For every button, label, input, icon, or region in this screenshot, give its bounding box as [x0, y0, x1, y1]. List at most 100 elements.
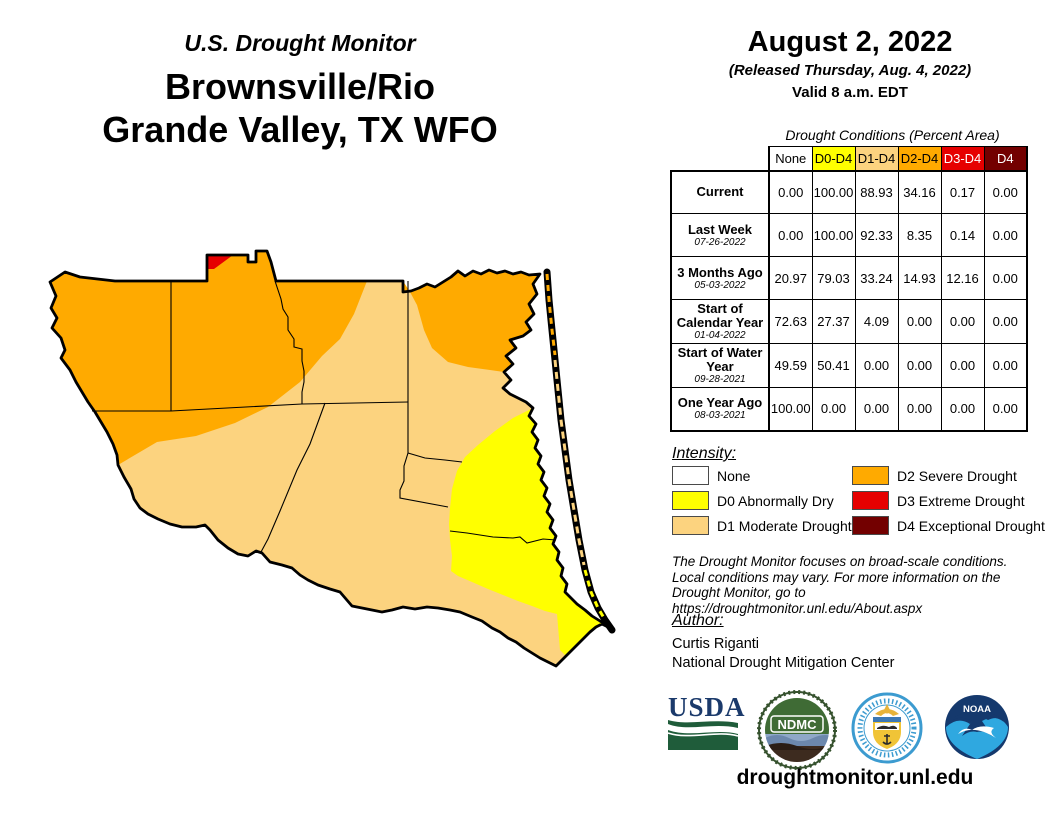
barrier-island	[543, 268, 616, 634]
value-cell: 0.00	[768, 169, 813, 214]
value-cell: 100.00	[811, 213, 856, 257]
value-cell: 100.00	[768, 387, 813, 432]
legend-label: D4 Exceptional Drought	[897, 518, 1045, 534]
row-date: 09-28-2021	[694, 374, 746, 385]
row-label: One Year Ago	[677, 395, 763, 411]
disclaimer-line: The Drought Monitor focuses on broad-sca…	[672, 554, 1008, 569]
legend-label: D2 Severe Drought	[897, 468, 1017, 484]
value-cell: 0.00	[983, 299, 1028, 344]
legend-label: None	[717, 468, 751, 484]
value-cell: 0.00	[983, 213, 1028, 257]
value-cell: 0.00	[983, 169, 1028, 214]
row-date: 08-03-2021	[694, 410, 746, 422]
legend-swatch-d0	[672, 491, 709, 510]
value-cell: 0.00	[811, 387, 856, 432]
value-cell: 8.35	[897, 213, 942, 257]
ndmc-logo-text: NDMC	[778, 717, 818, 732]
title-block: U.S. Drought Monitor Brownsville/Rio Gra…	[35, 0, 565, 151]
map-region-d3-patch	[207, 255, 233, 269]
value-cell: 79.03	[811, 256, 856, 300]
value-cell: 0.00	[854, 343, 899, 388]
value-cell: 27.37	[811, 299, 856, 344]
column-header-d3d4: D3-D4	[940, 146, 985, 171]
table-row: 3 Months Ago 05-03-2022 20.97 79.03 33.24…	[670, 256, 1028, 300]
page-title-line1: Brownsville/Rio	[164, 66, 436, 107]
value-cell: 14.93	[897, 256, 942, 300]
value-cell: 100.00	[811, 169, 856, 214]
usda-swoosh-icon	[667, 720, 739, 750]
row-date: 01-04-2022	[694, 330, 746, 341]
legend-swatch-d2	[852, 466, 889, 485]
value-cell: 0.00	[897, 387, 942, 432]
value-cell: 33.24	[854, 256, 899, 300]
legend-label: D3 Extreme Drought	[897, 493, 1025, 509]
value-cell: 92.33	[854, 213, 899, 257]
author-name: Curtis Riganti	[672, 636, 760, 652]
legend-title: Intensity:	[672, 445, 737, 462]
legend-swatch-none	[672, 466, 709, 485]
value-cell: 49.59	[768, 343, 813, 388]
row-label: 3 Months Ago	[677, 264, 763, 280]
disclaimer-line: Local conditions may vary. For more info…	[672, 569, 1001, 585]
noaa-logo: NOAA	[945, 695, 1009, 759]
value-cell: 12.16	[940, 256, 985, 300]
kicker-title: U.S. Drought Monitor	[184, 30, 416, 56]
row-label: Last Week	[687, 221, 753, 237]
legend-label: D0 Abnormally Dry	[717, 493, 834, 509]
author-organization: National Drought Mitigation Center	[672, 655, 895, 671]
row-label: Start of Calendar Year	[676, 301, 764, 330]
released-date: (Released Thursday, Aug. 4, 2022)	[728, 62, 972, 79]
table-row: Last Week 07-26-2022 0.00 100.00 92.33 8.…	[670, 213, 1028, 257]
commerce-seal-logo	[851, 692, 923, 764]
row-date: 05-03-2022	[694, 279, 746, 291]
value-cell: 20.97	[768, 256, 813, 300]
value-cell: 0.00	[983, 387, 1028, 432]
value-cell: 50.41	[811, 343, 856, 388]
table-caption: Drought Conditions (Percent Area)	[785, 127, 1000, 143]
row-label: Current	[696, 184, 744, 200]
usda-logo: USDA	[667, 692, 746, 755]
usda-logo-text: USDA	[668, 692, 746, 722]
value-cell: 88.93	[854, 169, 899, 214]
disclaimer-line: Drought Monitor, go to https://droughtmo…	[672, 585, 923, 616]
legend-swatch-d4	[852, 516, 889, 535]
row-label: Start of Water Year	[677, 345, 763, 374]
table-row: Start of Water Year 09-28-2021 49.59 50.4…	[670, 343, 1028, 388]
value-cell: 0.14	[940, 213, 985, 257]
legend-swatch-d1	[672, 516, 709, 535]
value-cell: 34.16	[897, 169, 942, 214]
table-row: Start of Calendar Year 01-04-2022 72.63 2…	[670, 299, 1028, 344]
noaa-logo-text: NOAA	[963, 704, 991, 715]
value-cell: 0.00	[983, 256, 1028, 300]
map-region-d2-northeast	[403, 270, 540, 372]
value-cell: 0.00	[897, 299, 942, 344]
column-header-d4: D4	[983, 146, 1028, 171]
column-header-d1d4: D1-D4	[854, 146, 899, 171]
ndmc-logo: NDMC	[757, 690, 837, 770]
table-row: One Year Ago 08-03-2021 100.00 0.00 0.00 …	[670, 387, 1028, 432]
value-cell: 0.00	[897, 343, 942, 388]
valid-time: Valid 8 a.m. EDT	[792, 84, 908, 101]
row-date: 07-26-2022	[694, 236, 746, 248]
column-header-none: None	[768, 146, 813, 171]
drought-conditions-table: None D0-D4 D1-D4 D2-D4 D3-D4 D4 Current …	[670, 146, 1028, 432]
value-cell: 0.00	[940, 387, 985, 432]
author-heading: Author:	[672, 612, 724, 629]
value-cell: 0.00	[940, 343, 985, 388]
value-cell: 0.00	[854, 387, 899, 432]
value-cell: 0.00	[768, 213, 813, 257]
value-cell: 4.09	[854, 299, 899, 344]
legend-label: D1 Moderate Drought	[717, 518, 852, 534]
page-title-line2: Grande Valley, TX WFO	[102, 109, 498, 150]
column-header-d2d4: D2-D4	[897, 146, 942, 171]
map-region-d0-southeast	[449, 408, 613, 656]
table-corner-cell	[671, 146, 769, 171]
table-header-row: None D0-D4 D1-D4 D2-D4 D3-D4 D4	[671, 146, 1028, 171]
table-row: Current 0.00 100.00 88.93 34.16 0.17 0.0…	[670, 169, 1028, 214]
legend-swatch-d3	[852, 491, 889, 510]
map-date: August 2, 2022	[747, 26, 953, 58]
disclaimer-text: The Drought Monitor focuses on broad-sca…	[672, 554, 1032, 616]
date-block: August 2, 2022 (Released Thursday, Aug. …	[670, 0, 1030, 101]
county-borders	[92, 280, 557, 553]
